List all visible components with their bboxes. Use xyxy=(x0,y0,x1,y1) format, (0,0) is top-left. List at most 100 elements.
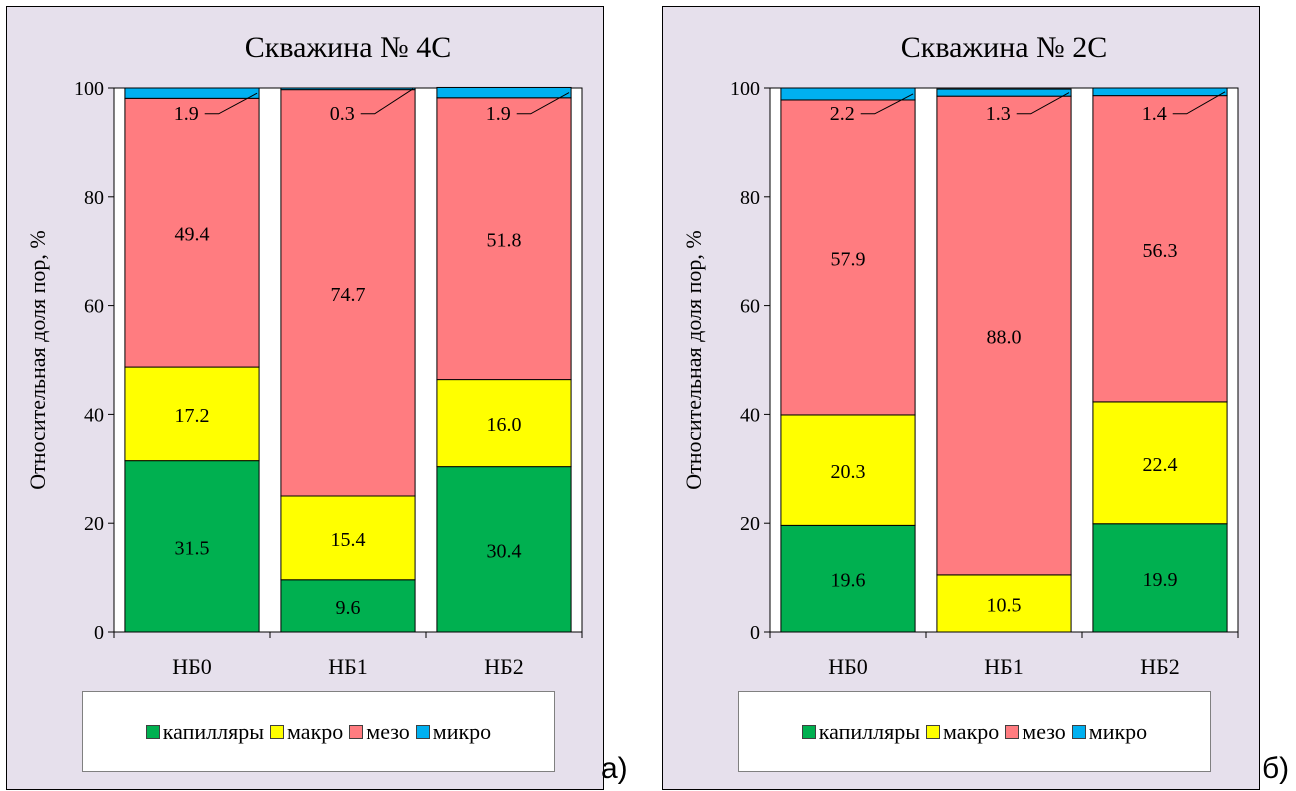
y-tick-label: 0 xyxy=(750,622,760,644)
legend-item: макро xyxy=(270,719,343,745)
chart-a-legend: капилляры макро мезо микро xyxy=(82,691,555,772)
y-tick-label: 20 xyxy=(740,513,760,535)
legend-item: микро xyxy=(1071,718,1148,745)
x-tick-label: НБ1 xyxy=(984,654,1024,679)
y-tick-label: 60 xyxy=(740,296,760,318)
bar-segment xyxy=(1092,401,1228,525)
bar-segment xyxy=(124,87,260,99)
bar-segment xyxy=(936,88,1072,97)
y-tick-label: 100 xyxy=(730,78,760,100)
legend-swatch xyxy=(415,724,430,739)
y-tick-label: 0 xyxy=(94,622,104,644)
data-label: 1.4 xyxy=(1142,103,1167,125)
chart-panel-a: Скважина № 4С 0 20 40 60 80 100 Относительная д… xyxy=(6,6,604,790)
data-label: 15.4 xyxy=(331,529,366,551)
data-label-leader xyxy=(1172,91,1226,115)
y-tick-label: 60 xyxy=(84,296,104,318)
x-tick-label: НБ0 xyxy=(828,654,868,679)
data-label: 2.2 xyxy=(830,103,855,125)
legend-label: капилляры xyxy=(818,718,921,744)
panel-letter-b: б) xyxy=(1262,752,1290,785)
data-label-leader xyxy=(860,93,914,115)
chart-title: Скважина № 4С xyxy=(245,31,451,64)
legend-item: капилляры xyxy=(145,718,265,745)
bar-segment xyxy=(1092,523,1228,633)
data-label: 19.6 xyxy=(831,570,866,592)
data-label: 30.4 xyxy=(487,540,522,562)
legend-item: микро xyxy=(415,718,492,745)
bar-segment xyxy=(936,574,1072,633)
bar-segment xyxy=(280,87,416,91)
legend-swatch xyxy=(349,724,364,739)
legend-label: макро xyxy=(287,718,344,744)
data-label: 16.0 xyxy=(487,414,522,436)
data-label: 88.0 xyxy=(987,327,1022,349)
data-label: 20.3 xyxy=(831,461,866,483)
bar-segment xyxy=(780,87,916,101)
chart-panel-b: Скважина № 2С 0 20 40 60 80 100 Относительная д… xyxy=(662,6,1260,790)
data-label-leader xyxy=(1016,92,1070,115)
legend-item: мезо xyxy=(1005,719,1066,745)
legend-label: микро xyxy=(432,718,492,744)
bar-segment xyxy=(936,95,1072,576)
data-label: 51.8 xyxy=(487,230,522,252)
data-label: 31.5 xyxy=(175,537,210,559)
legend-item: мезо xyxy=(349,719,410,745)
data-label-leader xyxy=(516,92,570,115)
y-tick-label: 100 xyxy=(74,78,104,100)
y-axis-label: Относительная доля пор, % xyxy=(681,230,706,490)
data-label: 17.2 xyxy=(175,405,210,427)
chart-b-plot: Скважина № 2С 0 20 40 60 80 100 Относительная д… xyxy=(681,31,1239,679)
legend-item: макро xyxy=(926,719,999,745)
data-label: 49.4 xyxy=(175,224,210,246)
x-tick-label: НБ1 xyxy=(328,654,368,679)
y-axis-label: Относительная доля пор, % xyxy=(25,230,50,490)
bar-segment xyxy=(124,460,260,633)
legend-swatch xyxy=(801,724,816,739)
bar-segment xyxy=(1092,95,1228,403)
bar-segment xyxy=(436,97,572,381)
data-label: 1.9 xyxy=(174,103,199,125)
legend-swatch xyxy=(1005,724,1020,739)
y-tick-label: 80 xyxy=(740,187,760,209)
y-tick-label: 20 xyxy=(84,513,104,535)
chart-title: Скважина № 2С xyxy=(901,31,1107,64)
x-tick-label: НБ0 xyxy=(172,654,212,679)
data-label-leader xyxy=(204,92,258,115)
bar-segment xyxy=(780,99,916,416)
data-label: 57.9 xyxy=(831,248,866,270)
data-label: 74.7 xyxy=(331,284,366,306)
y-tick-label: 40 xyxy=(740,404,760,426)
legend-label: капилляры xyxy=(162,718,265,744)
data-label: 56.3 xyxy=(1143,240,1178,262)
legend-label: мезо xyxy=(1022,718,1066,744)
bar-segment xyxy=(436,466,572,633)
legend-item: капилляры xyxy=(801,718,921,745)
bar-segment xyxy=(1092,87,1228,97)
data-label-leader xyxy=(360,88,414,115)
legend-swatch xyxy=(270,724,285,739)
legend-label: макро xyxy=(943,718,1000,744)
bar-segment xyxy=(280,89,416,497)
chart-a-plot: Скважина № 4С 0 20 40 60 80 100 Относительная д… xyxy=(25,31,583,679)
legend-swatch xyxy=(1071,724,1086,739)
data-label: 19.9 xyxy=(1143,569,1178,591)
panel-letter-a: а) xyxy=(601,752,628,785)
data-label: 9.6 xyxy=(336,597,361,619)
chart-b-legend: капилляры макро мезо микро xyxy=(738,691,1211,772)
y-tick-label: 40 xyxy=(84,404,104,426)
bar-segment xyxy=(124,366,260,462)
data-label: 1.3 xyxy=(986,103,1011,125)
legend-label: микро xyxy=(1088,718,1148,744)
x-tick-label: НБ2 xyxy=(484,654,524,679)
data-label: 10.5 xyxy=(987,594,1022,616)
data-label: 1.9 xyxy=(486,103,511,125)
bar-segment xyxy=(436,86,572,99)
legend-label: мезо xyxy=(366,718,410,744)
bar-segment xyxy=(280,579,416,633)
data-label: 0.3 xyxy=(330,103,355,125)
bar-segment xyxy=(124,97,260,368)
legend-swatch xyxy=(926,724,941,739)
y-tick-label: 80 xyxy=(84,187,104,209)
x-tick-label: НБ2 xyxy=(1140,654,1180,679)
